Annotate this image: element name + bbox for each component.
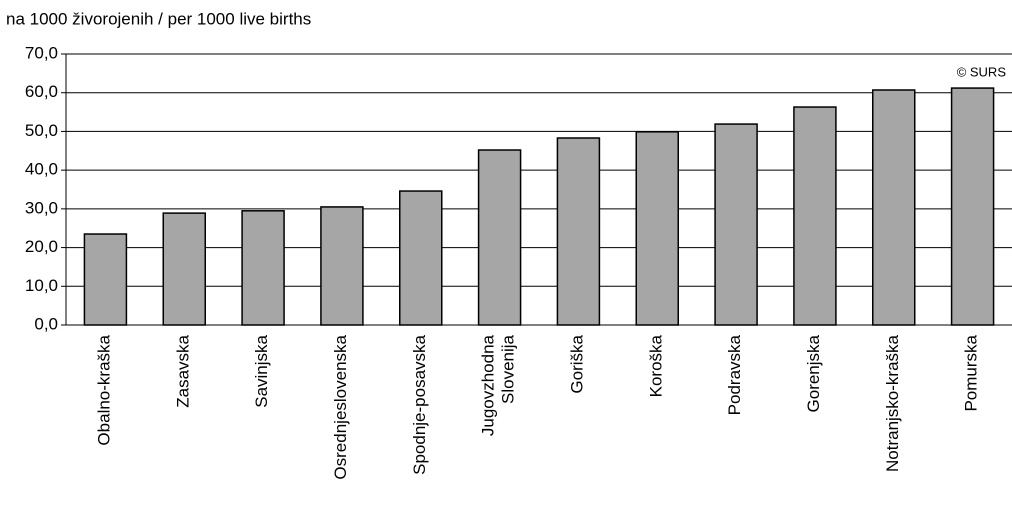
bar [83, 233, 128, 326]
bar [320, 206, 364, 326]
bar [162, 212, 206, 326]
y-tick-label: 40,0 [25, 160, 58, 179]
bar [872, 89, 916, 326]
x-tick-label: Obalno-kraška [95, 334, 114, 445]
bar [556, 137, 601, 326]
x-tick-label: Zasavska [174, 334, 193, 407]
x-tick-label: Koroška [647, 334, 666, 397]
y-tick-label: 60,0 [25, 82, 58, 101]
x-tick-label: Notranjsko-kraška [883, 334, 902, 472]
y-tick-label: 0,0 [34, 314, 58, 333]
y-tick-label: 70,0 [25, 43, 58, 62]
x-tick-label: Osrednjeslovenska [331, 334, 350, 479]
x-tick-label: Pomurska [962, 334, 981, 411]
bar [399, 190, 443, 326]
y-tick-label: 50,0 [25, 121, 58, 140]
x-tick-label: Podravska [726, 334, 745, 415]
x-tick-label: JugovzhodnaSlovenija [479, 334, 518, 436]
y-tick-label: 10,0 [25, 276, 58, 295]
y-tick-label: 20,0 [25, 237, 58, 256]
x-tick-label: Goriška [568, 334, 587, 393]
bar [714, 123, 758, 326]
annotation: © SURS [957, 64, 1007, 79]
bar [241, 210, 285, 326]
bar [477, 149, 522, 326]
bar [950, 87, 995, 326]
bar [635, 131, 679, 326]
bar [793, 106, 837, 326]
y-tick-label: 30,0 [25, 198, 58, 217]
x-tick-label: Gorenjska [804, 334, 823, 412]
x-tick-label: Savinjska [253, 334, 272, 407]
y-axis-label: na 1000 živorojenih / per 1000 live birt… [6, 9, 311, 28]
x-tick-label: Spodnje-posavska [410, 334, 429, 474]
